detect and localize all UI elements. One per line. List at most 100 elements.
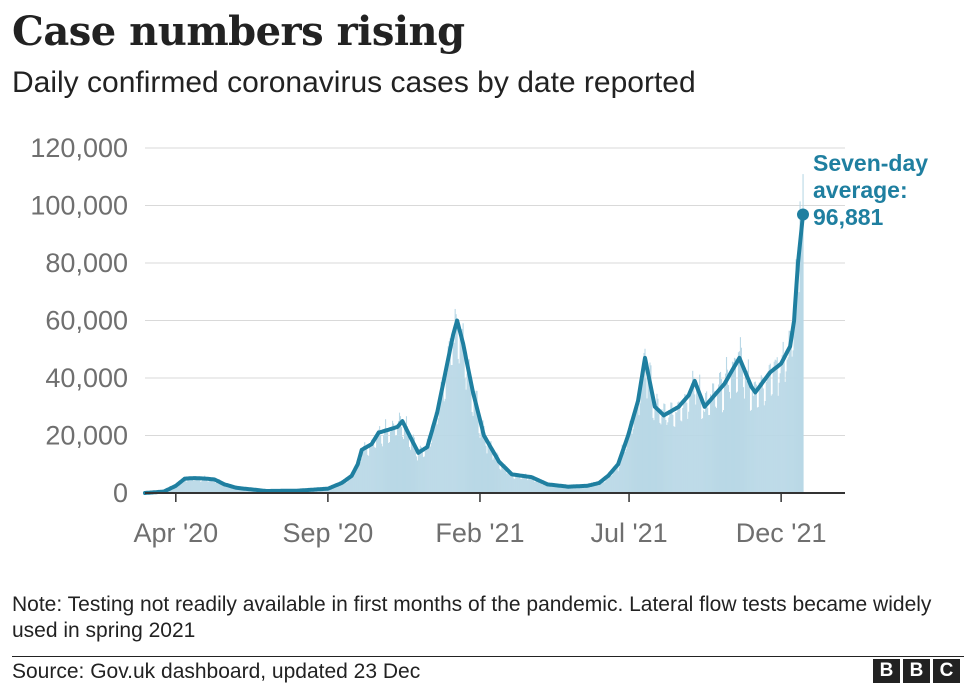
- daily-bar: [404, 426, 407, 493]
- daily-bar: [647, 376, 649, 493]
- daily-bar: [178, 483, 180, 493]
- daily-bar: [477, 407, 479, 493]
- daily-bar: [433, 418, 435, 493]
- daily-bar: [779, 373, 781, 493]
- daily-bar: [491, 450, 493, 493]
- daily-bar: [629, 420, 631, 493]
- daily-bar: [331, 487, 333, 493]
- daily-bar: [455, 314, 457, 493]
- daily-bar: [363, 445, 365, 493]
- daily-bar: [328, 488, 330, 493]
- daily-bar: [224, 484, 226, 493]
- daily-bar: [537, 480, 539, 493]
- daily-bar: [388, 442, 390, 493]
- seven-day-average-line: [143, 212, 805, 495]
- daily-bar: [702, 418, 704, 493]
- daily-bar: [775, 360, 777, 493]
- daily-bar: [561, 486, 564, 493]
- daily-bar: [236, 487, 239, 493]
- daily-bar: [482, 420, 484, 493]
- daily-bar: [591, 484, 593, 493]
- daily-bar: [666, 424, 668, 493]
- daily-bar: [386, 428, 388, 493]
- daily-bar: [223, 483, 225, 493]
- daily-bar: [441, 383, 443, 493]
- daily-bar: [529, 477, 531, 493]
- daily-bar: [218, 479, 220, 493]
- x-tick-label: Jul '21: [590, 518, 667, 548]
- daily-bar: [487, 443, 489, 493]
- daily-bar: [405, 416, 408, 493]
- daily-bar: [705, 392, 707, 493]
- daily-bar: [400, 426, 403, 493]
- daily-bar: [205, 477, 207, 493]
- daily-bar: [396, 428, 399, 493]
- daily-bar: [618, 466, 620, 493]
- daily-bar: [240, 488, 243, 493]
- daily-bar: [184, 477, 186, 493]
- daily-bar: [720, 371, 722, 493]
- daily-bar: [532, 475, 534, 493]
- daily-bar: [718, 384, 720, 493]
- daily-bar: [597, 485, 599, 493]
- daily-bar: [393, 426, 396, 493]
- daily-bar: [552, 484, 554, 493]
- daily-bar: [621, 444, 623, 493]
- source-text: Source: Gov.uk dashboard, updated 23 Dec: [12, 660, 421, 683]
- daily-bar: [374, 447, 376, 493]
- daily-bar: [641, 378, 643, 493]
- daily-bar: [379, 426, 381, 493]
- daily-bar: [594, 482, 596, 493]
- daily-bar: [566, 485, 569, 493]
- daily-bar: [723, 381, 726, 493]
- daily-bar: [547, 484, 549, 493]
- daily-bar: [385, 419, 387, 493]
- daily-bar: [179, 484, 181, 493]
- daily-bar: [656, 393, 658, 493]
- daily-bar: [630, 422, 632, 493]
- daily-bar: [353, 476, 355, 493]
- daily-bar: [747, 359, 749, 493]
- bbc-logo: B B C: [873, 659, 960, 683]
- daily-bar: [415, 456, 417, 493]
- daily-bar: [734, 358, 737, 493]
- daily-bar: [426, 438, 428, 493]
- daily-bar: [774, 359, 776, 493]
- daily-bar: [603, 482, 605, 493]
- daily-bar: [600, 479, 602, 493]
- daily-bar: [417, 451, 419, 493]
- daily-bar: [369, 446, 371, 493]
- daily-bar: [378, 429, 380, 493]
- daily-bar: [479, 437, 481, 493]
- daily-bar: [635, 401, 637, 493]
- daily-bar: [760, 375, 762, 493]
- daily-bar: [677, 402, 679, 493]
- daily-bar: [213, 479, 215, 493]
- daily-bar: [761, 377, 763, 493]
- daily-bar: [794, 318, 796, 493]
- daily-bar: [366, 449, 368, 493]
- daily-bar: [568, 487, 571, 493]
- daily-bar: [458, 363, 460, 493]
- daily-bar: [197, 477, 199, 493]
- daily-bar: [776, 357, 778, 493]
- daily-bar: [708, 415, 710, 493]
- daily-bar: [447, 346, 449, 493]
- daily-bar: [559, 484, 562, 493]
- daily-bar: [620, 454, 622, 493]
- daily-bar: [512, 475, 514, 493]
- daily-bar: [724, 373, 727, 493]
- daily-bar: [531, 475, 533, 493]
- daily-bar: [401, 436, 404, 493]
- daily-bar: [499, 468, 501, 493]
- daily-bar: [771, 394, 773, 493]
- daily-bar: [229, 485, 232, 493]
- daily-bar: [671, 402, 673, 493]
- daily-bar: [619, 457, 621, 493]
- daily-bar: [545, 483, 547, 493]
- daily-bar: [595, 483, 597, 493]
- daily-bar: [626, 442, 628, 493]
- daily-bar: [557, 485, 560, 493]
- footer-divider: [12, 656, 964, 657]
- daily-bar: [422, 457, 424, 493]
